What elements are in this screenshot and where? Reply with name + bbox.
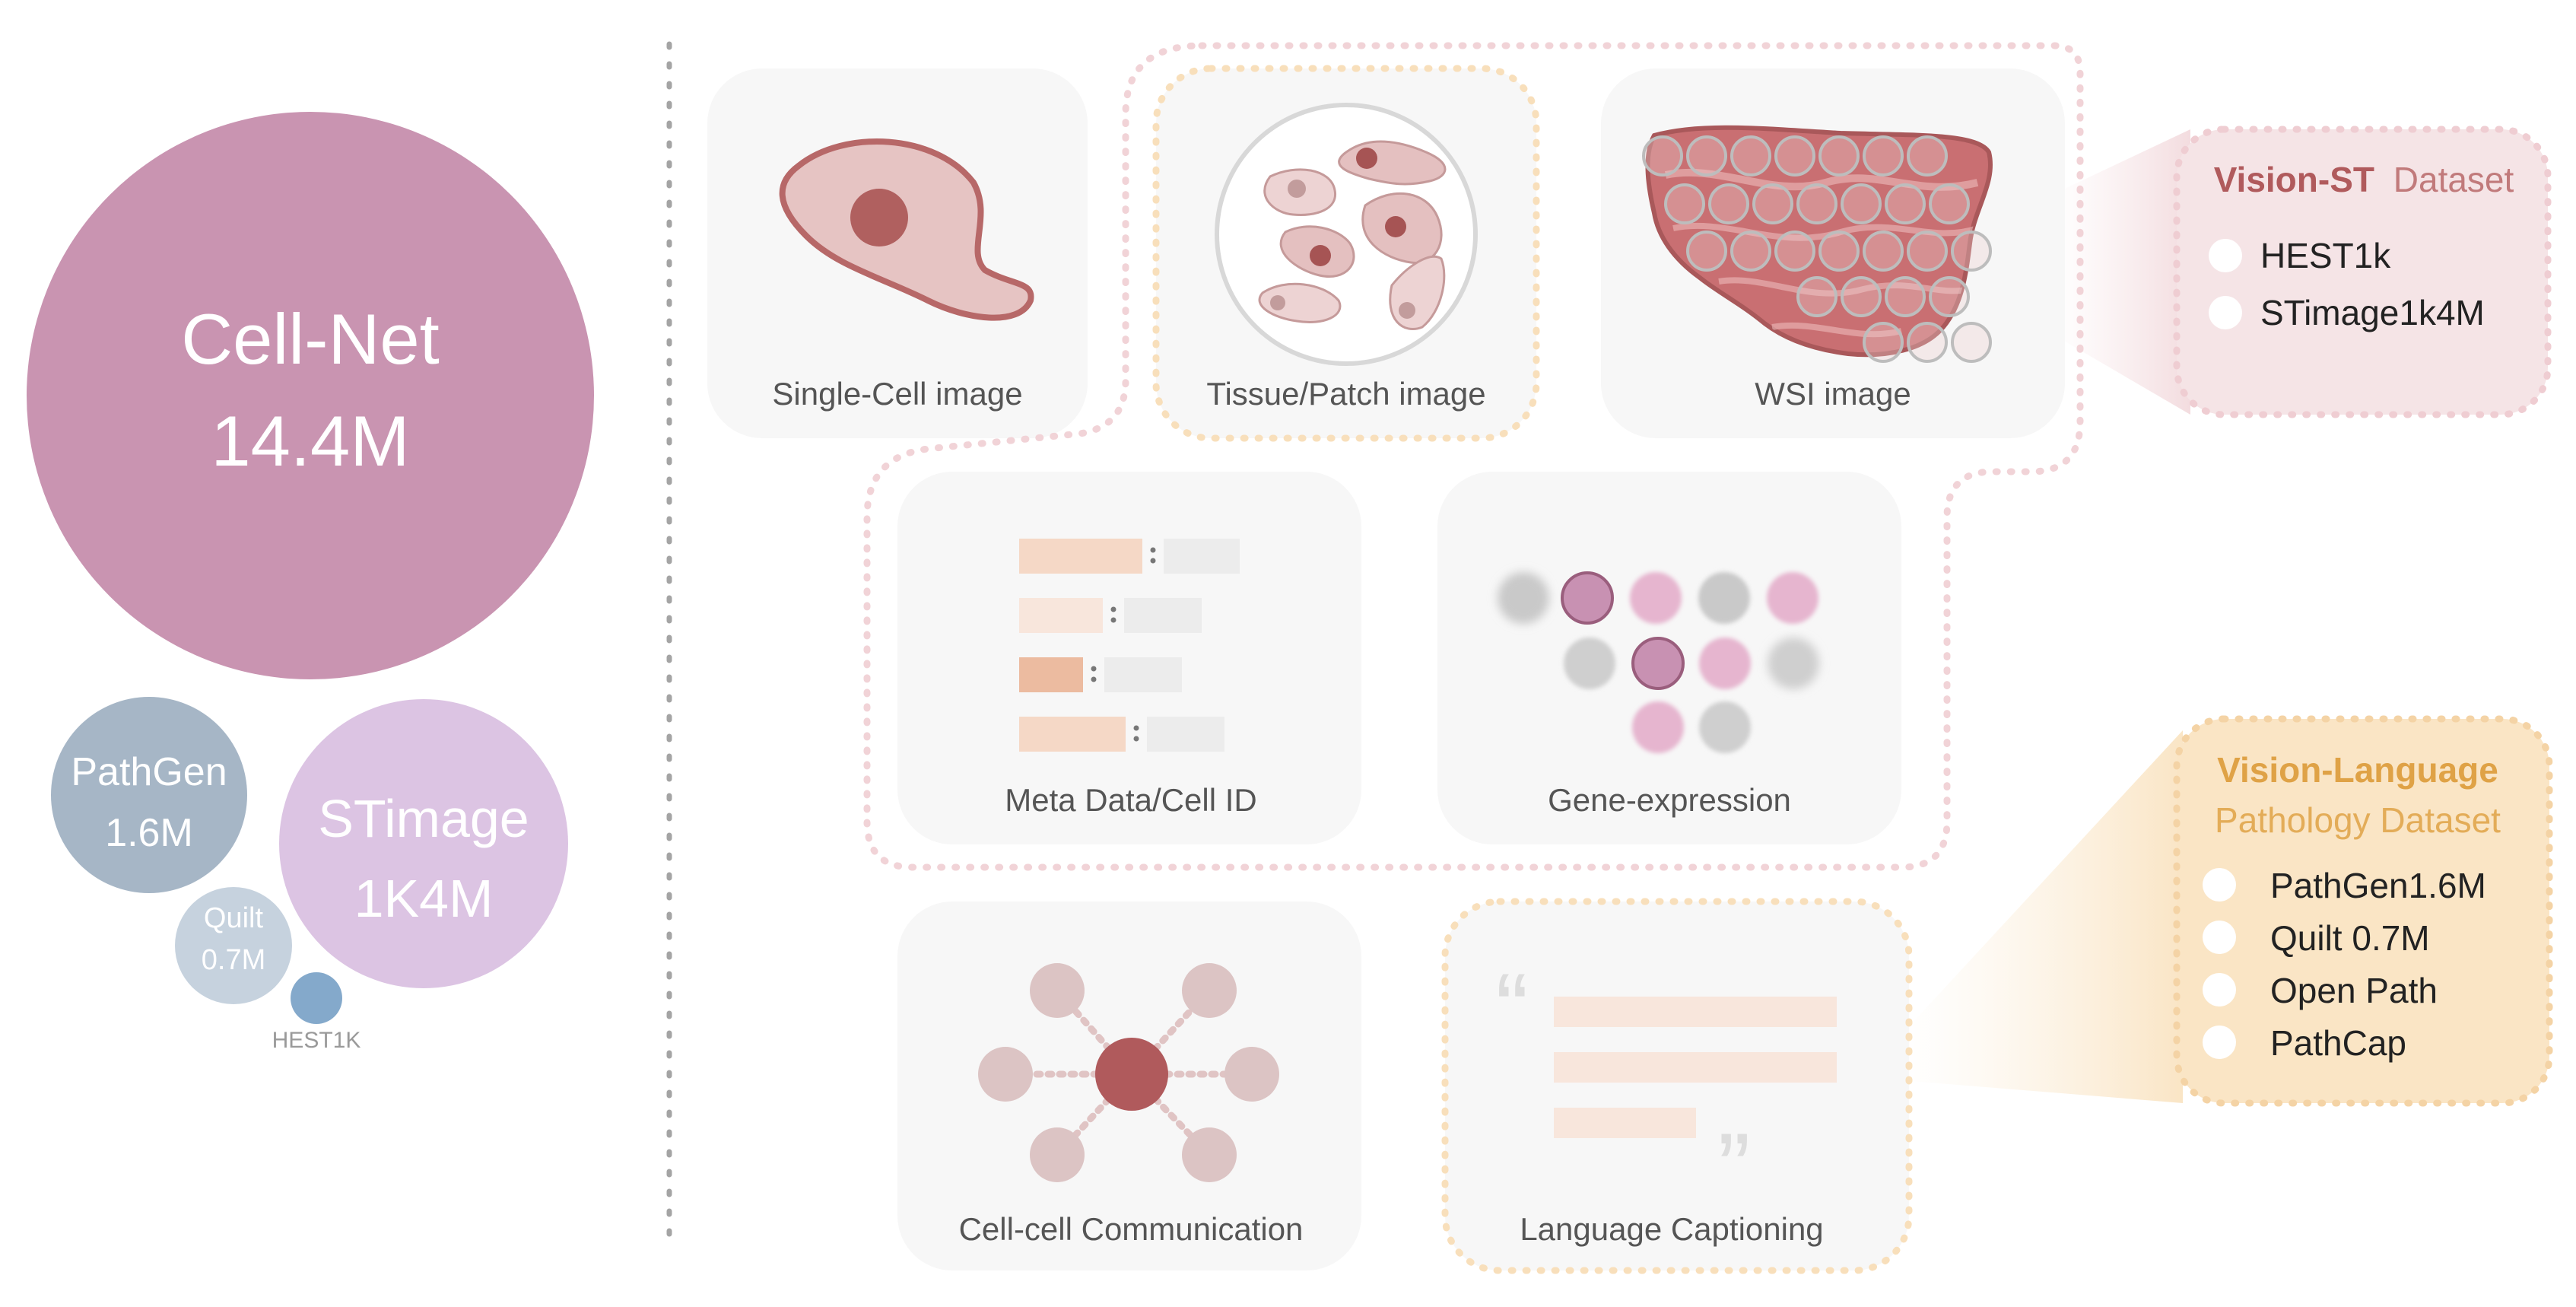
wsi-spot: [1642, 135, 1683, 176]
bubble-stimage-value: 1K4M: [354, 869, 494, 928]
wsi-spot: [1818, 135, 1860, 176]
vision-language-item-1: PathGen1.6M: [2270, 866, 2486, 905]
wsi-spot: [1929, 183, 1970, 224]
vision-st-title-bold: Vision-ST: [2214, 160, 2374, 199]
vision-st-item-2: STimage1k4M: [2260, 293, 2485, 332]
card-meta-label: Meta Data/Cell ID: [1005, 782, 1256, 818]
wsi-spot: [1907, 231, 1948, 272]
wsi-spot: [1730, 231, 1771, 272]
vision-language-title-line2: Pathology Dataset: [2215, 800, 2501, 840]
vision-language-item-3: Open Path: [2270, 971, 2438, 1010]
wsi-spot: [1774, 231, 1815, 272]
wsi-spot: [1730, 135, 1771, 176]
bubble-cell-net-value: 14.4M: [211, 401, 409, 481]
gene-expression-illustration: [1498, 571, 1819, 753]
wsi-spot: [1863, 135, 1904, 176]
bubble-pathgen-name: PathGen: [71, 750, 227, 794]
wsi-spot: [1774, 135, 1815, 176]
wsi-spot: [1796, 276, 1838, 317]
wsi-spot: [1708, 183, 1749, 224]
tissue-patch-illustration: [1215, 103, 1478, 366]
meta-data-illustration: [1019, 539, 1240, 752]
wsi-spot: [1929, 276, 1970, 317]
bubble-quilt-value: 0.7M: [202, 944, 265, 976]
vision-st-title-rest: Dataset: [2393, 160, 2514, 199]
bubble-pathgen-value: 1.6M: [105, 811, 193, 855]
wsi-spot: [1907, 135, 1948, 176]
single-cell-illustration: [779, 138, 1034, 321]
bubble-hest: HEST1K: [272, 972, 361, 1053]
wsi-spot: [1951, 322, 1992, 363]
card-single-cell-label: Single-Cell image: [772, 376, 1022, 412]
wsi-spot: [1841, 276, 1882, 317]
vision-st-radio-2[interactable]: [2209, 296, 2242, 329]
card-caption: [1445, 902, 1909, 1270]
card-caption-label: Language Captioning: [1520, 1211, 1823, 1247]
wsi-spot: [1885, 183, 1926, 224]
wsi-spot: [1686, 135, 1727, 176]
vision-st-title: Vision-ST Dataset: [2214, 160, 2514, 199]
wsi-spot: [1686, 231, 1727, 272]
bubble-hest-label: HEST1K: [272, 1028, 361, 1053]
vision-language-radio-2[interactable]: [2203, 921, 2236, 954]
wsi-spot: [1841, 183, 1882, 224]
vision-st-group-outline: [863, 42, 2084, 871]
bubble-quilt: Quilt 0.7M: [175, 887, 292, 1004]
vision-language-radio-3[interactable]: [2203, 973, 2236, 1006]
bubble-quilt-name: Quilt: [204, 902, 264, 934]
caption-open-quote-icon: “: [1495, 952, 1528, 1064]
vision-st-connector: [2053, 129, 2190, 415]
wsi-spot: [1863, 231, 1904, 272]
vision-st-dataset-box: Vision-ST Dataset HEST1k STimage1k4M: [2173, 126, 2552, 418]
wsi-spot: [1664, 183, 1705, 224]
tissue-patch-highlight: [1152, 65, 1540, 442]
card-tissue-patch-label: Tissue/Patch image: [1206, 376, 1485, 412]
wsi-spot-grid: [1642, 135, 1992, 363]
bubble-cell-net-name: Cell-Net: [181, 299, 440, 379]
wsi-spot: [1907, 322, 1948, 363]
vision-language-item-4: PathCap: [2270, 1023, 2406, 1063]
vision-st-item-1: HEST1k: [2260, 236, 2391, 275]
vision-language-radio-1[interactable]: [2203, 868, 2236, 902]
caption-highlight: [1441, 898, 1913, 1274]
communication-illustration: [978, 963, 1279, 1182]
card-communication-label: Cell-cell Communication: [959, 1211, 1304, 1247]
wsi-spot: [1818, 231, 1860, 272]
wsi-spot: [1885, 276, 1926, 317]
wsi-spot: [1752, 183, 1793, 224]
wsi-spot: [1863, 322, 1904, 363]
bubble-stimage: STimage 1K4M: [279, 699, 568, 988]
vision-language-radio-4[interactable]: [2203, 1026, 2236, 1059]
vision-language-title-line1: Vision-Language: [2217, 750, 2498, 790]
card-wsi-label: WSI image: [1755, 376, 1911, 412]
vision-st-radio-1[interactable]: [2209, 239, 2242, 272]
vision-language-dataset-box: Vision-Language Pathology Dataset PathGe…: [2173, 715, 2553, 1107]
wsi-spot: [1951, 231, 1992, 272]
wsi-spot: [1796, 183, 1838, 224]
vision-language-connector: [1901, 730, 2183, 1103]
caption-illustration: [1554, 997, 1837, 1138]
bubble-stimage-name: STimage: [318, 789, 529, 848]
bubble-pathgen: PathGen 1.6M: [51, 697, 247, 893]
bubble-cell-net: Cell-Net 14.4M: [27, 112, 594, 679]
card-gene-label: Gene-expression: [1548, 782, 1791, 818]
caption-close-quote-icon: ”: [1717, 1112, 1750, 1223]
vision-language-item-2: Quilt 0.7M: [2270, 918, 2430, 958]
